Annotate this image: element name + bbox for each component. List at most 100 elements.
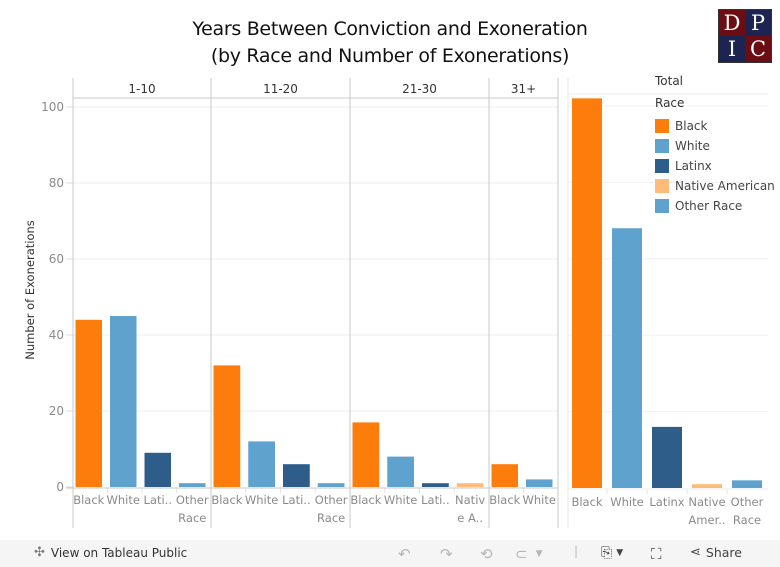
legend-item[interactable]: Other Race xyxy=(655,196,775,216)
bar xyxy=(317,483,345,487)
y-tick-label: 0 xyxy=(56,480,64,494)
x-category-label: Latinx xyxy=(649,495,684,509)
bar xyxy=(248,441,275,487)
bar xyxy=(387,456,414,487)
y-tick-label: 80 xyxy=(49,176,64,190)
x-category-label: White xyxy=(523,493,556,507)
bar xyxy=(526,479,553,487)
chart-title: Years Between Conviction and Exoneration… xyxy=(0,16,780,70)
x-category-label: Black xyxy=(489,493,520,507)
x-category-label: Black xyxy=(211,493,242,507)
undo-button[interactable]: ↶ xyxy=(398,545,411,563)
refresh-icon: ⊂ xyxy=(515,545,528,563)
y-tick-label: 20 xyxy=(49,404,64,418)
x-category-label: Native xyxy=(688,495,725,509)
refresh-button[interactable]: ⊂ ▼ xyxy=(515,545,543,563)
bar xyxy=(456,483,484,487)
x-category-label: Black xyxy=(350,493,381,507)
share-label: Share xyxy=(705,545,742,560)
total-header: Total xyxy=(654,74,683,88)
x-category-label: Nativ xyxy=(455,493,485,507)
bar xyxy=(144,452,171,487)
x-category-label: Black xyxy=(73,493,104,507)
logo-letter-p: P xyxy=(745,10,771,36)
x-category-label: Other xyxy=(315,493,348,507)
x-category-label: White xyxy=(384,493,417,507)
x-category-label: Race xyxy=(317,511,345,525)
x-category-label: Race xyxy=(733,513,761,527)
y-tick-label: 40 xyxy=(49,328,64,342)
total-bar xyxy=(732,480,762,488)
x-category-label: Lati.. xyxy=(282,493,310,507)
x-category-label: White xyxy=(107,493,140,507)
y-tick-label: 60 xyxy=(49,252,64,266)
x-category-label: Lati.. xyxy=(421,493,449,507)
revert-icon: ⟲ xyxy=(480,545,493,563)
x-category-label: e A.. xyxy=(457,511,483,525)
total-bar xyxy=(692,484,722,488)
legend-item[interactable]: White xyxy=(655,136,775,156)
download-button[interactable]: ⎘ ▼ xyxy=(601,545,623,561)
legend-swatch xyxy=(655,139,669,153)
legend-item[interactable]: Native American xyxy=(655,176,775,196)
panel-header: 11-20 xyxy=(263,82,298,96)
chart-title-line2: (by Race and Number of Exonerations) xyxy=(210,45,570,67)
chevron-down-icon: ▼ xyxy=(616,548,624,558)
total-bar xyxy=(572,98,602,489)
panel-header: 1-10 xyxy=(128,82,155,96)
view-on-tableau-public-button[interactable]: ✣ View on Tableau Public xyxy=(34,545,187,560)
bar xyxy=(422,483,449,487)
share-icon: ⋖ xyxy=(690,545,701,560)
total-bar xyxy=(652,426,682,488)
legend-label: Native American xyxy=(675,179,775,193)
bar xyxy=(283,464,310,487)
logo-letter-i: I xyxy=(719,36,745,62)
bar xyxy=(213,365,241,487)
fullscreen-icon: ⛶ xyxy=(651,545,662,563)
legend-item[interactable]: Latinx xyxy=(655,156,775,176)
legend-swatch xyxy=(655,199,669,213)
dpic-logo: D P I C xyxy=(718,9,772,63)
tableau-toolbar: ✣ View on Tableau Public ↶ ↷ ⟲ ⊂ ▼ | ⎘ ▼ ⛶… xyxy=(0,540,780,567)
x-category-label: Other xyxy=(176,493,209,507)
share-button[interactable]: ⋖ Share xyxy=(690,545,742,560)
bar xyxy=(110,316,137,487)
x-category-label: Other xyxy=(731,495,764,509)
x-category-label: Lati.. xyxy=(144,493,172,507)
download-icon: ⎘ xyxy=(601,545,613,561)
legend-label: Latinx xyxy=(675,159,712,173)
legend-swatch xyxy=(655,159,669,173)
legend-item[interactable]: Black xyxy=(655,116,775,136)
legend-label: Black xyxy=(675,119,708,133)
y-tick-label: 100 xyxy=(41,100,64,114)
x-category-label: Race xyxy=(178,511,206,525)
legend: Race Black White Latinx Native American Othe… xyxy=(655,96,775,216)
logo-letter-c: C xyxy=(745,36,771,62)
redo-button[interactable]: ↷ xyxy=(440,545,453,563)
bar xyxy=(491,464,518,487)
x-category-label: White xyxy=(245,493,278,507)
x-category-label: Amer.. xyxy=(688,513,725,527)
total-bar xyxy=(612,228,642,489)
legend-label: Other Race xyxy=(675,199,743,213)
fullscreen-button[interactable]: ⛶ xyxy=(651,545,662,563)
undo-icon: ↶ xyxy=(398,545,411,563)
legend-label: White xyxy=(675,139,710,153)
chevron-down-icon: ▼ xyxy=(535,549,543,559)
tableau-logo-icon: ✣ xyxy=(34,545,45,560)
bar xyxy=(179,483,206,487)
redo-icon: ↷ xyxy=(440,545,453,563)
y-axis-label: Number of Exonerations xyxy=(23,220,37,360)
bar xyxy=(352,422,380,487)
panel-header: 21-30 xyxy=(402,82,437,96)
toolbar-divider: | xyxy=(574,544,579,558)
legend-title: Race xyxy=(655,96,685,110)
x-category-label: Black xyxy=(571,495,602,509)
logo-letter-d: D xyxy=(719,10,745,36)
panel-header: 31+ xyxy=(511,82,536,96)
chart-title-line1: Years Between Conviction and Exoneration xyxy=(192,18,588,40)
x-category-label: White xyxy=(610,495,643,509)
revert-button[interactable]: ⟲ xyxy=(480,545,493,563)
view-on-tableau-public-label: View on Tableau Public xyxy=(50,545,188,560)
bar xyxy=(75,319,102,487)
